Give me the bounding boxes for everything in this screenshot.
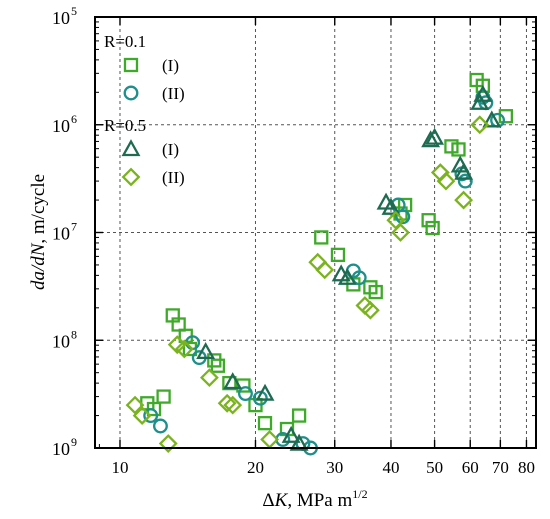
- data-point-triangle: [482, 110, 502, 128]
- data-point-triangle: [281, 425, 301, 443]
- data-point-diamond: [132, 406, 152, 425]
- data-point-triangle: [421, 130, 441, 148]
- legend-marker-diamond: [121, 167, 141, 187]
- x-tick-label: 40: [382, 458, 399, 477]
- data-point-circle: [153, 418, 168, 434]
- series-diamond: [125, 115, 490, 453]
- x-tick-labels: 10 20 30 40 50 60 70 80: [111, 458, 534, 477]
- data-point-triangle: [470, 92, 490, 110]
- data-point-diamond: [174, 339, 194, 359]
- x-tick-label: 10: [111, 458, 128, 477]
- data-point-square: [498, 109, 514, 124]
- y-tick-exponent: 5: [71, 4, 77, 18]
- data-point-square: [291, 408, 307, 423]
- y-tick-label: 10: [52, 331, 70, 351]
- x-tick-label: 60: [462, 458, 479, 477]
- data-point-square: [314, 230, 329, 245]
- legend-marker-square: [123, 57, 139, 73]
- data-point-diamond: [125, 395, 145, 415]
- x-tick-label: 70: [492, 458, 509, 477]
- data-point-diamond: [223, 395, 243, 415]
- data-point-circle: [238, 386, 253, 402]
- legend-group-title: R=0.1: [104, 32, 146, 51]
- y-tick-label: 10: [52, 439, 70, 459]
- data-point-circle: [143, 408, 159, 424]
- data-point-square: [210, 358, 226, 373]
- data-point-triangle: [381, 197, 401, 215]
- grid-lines: [95, 17, 536, 448]
- data-point-triangle: [337, 267, 357, 285]
- data-point-triangle: [255, 383, 275, 401]
- data-point-square: [425, 220, 440, 236]
- data-point-square: [451, 142, 466, 157]
- data-point-diamond: [436, 171, 456, 191]
- y-tick-exponent: 6: [71, 112, 77, 126]
- data-point-diamond: [199, 368, 219, 388]
- x-tick-label: 80: [518, 458, 535, 477]
- x-tick-label: 20: [247, 458, 264, 477]
- data-point-circle: [351, 270, 367, 286]
- data-point-square: [156, 389, 171, 404]
- data-point-square: [236, 378, 251, 393]
- data-point-triangle: [289, 433, 309, 451]
- data-point-diamond: [217, 393, 237, 413]
- data-point-square: [368, 284, 383, 300]
- data-point-triangle: [473, 84, 493, 102]
- data-point-triangle: [425, 127, 445, 145]
- data-point-square: [330, 247, 346, 263]
- series-triangle: [196, 84, 502, 451]
- x-tick-label: 30: [326, 458, 343, 477]
- data-point-square: [257, 416, 273, 431]
- y-tick-label: 10: [52, 116, 70, 136]
- y-tick-exponent: 7: [71, 220, 77, 234]
- data-point-circle: [395, 209, 411, 225]
- data-point-diamond: [470, 115, 490, 135]
- data-point-diamond: [158, 434, 178, 453]
- data-point-square: [222, 375, 237, 391]
- legend-label: (I): [162, 56, 179, 75]
- data-point-diamond: [360, 300, 380, 320]
- legend-marker-circle: [123, 85, 139, 101]
- legend-group-title: R=0.5: [104, 116, 146, 135]
- data-point-circle: [457, 173, 473, 189]
- data-point-square: [421, 213, 436, 228]
- x-tick-label: 50: [426, 458, 443, 477]
- y-tick-label: 10: [52, 8, 70, 28]
- data-point-diamond: [315, 260, 335, 280]
- data-point-triangle: [196, 342, 216, 360]
- y-tick-label: 10: [52, 224, 70, 244]
- data-point-triangle: [223, 372, 243, 390]
- legend: R=0.1 (I) (II) R=0.5 (I) (II): [104, 32, 185, 187]
- legend-marker-triangle: [121, 139, 141, 157]
- y-tick-exponent: 9: [71, 435, 77, 449]
- y-tick-exponent: 8: [71, 327, 77, 341]
- x-axis-label: ΔK, MPa m1/2: [262, 487, 367, 511]
- data-point-diamond: [454, 190, 474, 210]
- legend-label: (I): [162, 140, 179, 159]
- legend-label: (II): [162, 84, 185, 103]
- legend-label: (II): [162, 168, 185, 187]
- y-axis-label: da/dN, m/cycle: [28, 174, 49, 290]
- data-points: [125, 72, 514, 456]
- data-point-circle: [252, 390, 268, 406]
- data-point-triangle: [454, 162, 474, 180]
- plot-frame: [94, 16, 537, 449]
- data-point-diamond: [391, 223, 410, 242]
